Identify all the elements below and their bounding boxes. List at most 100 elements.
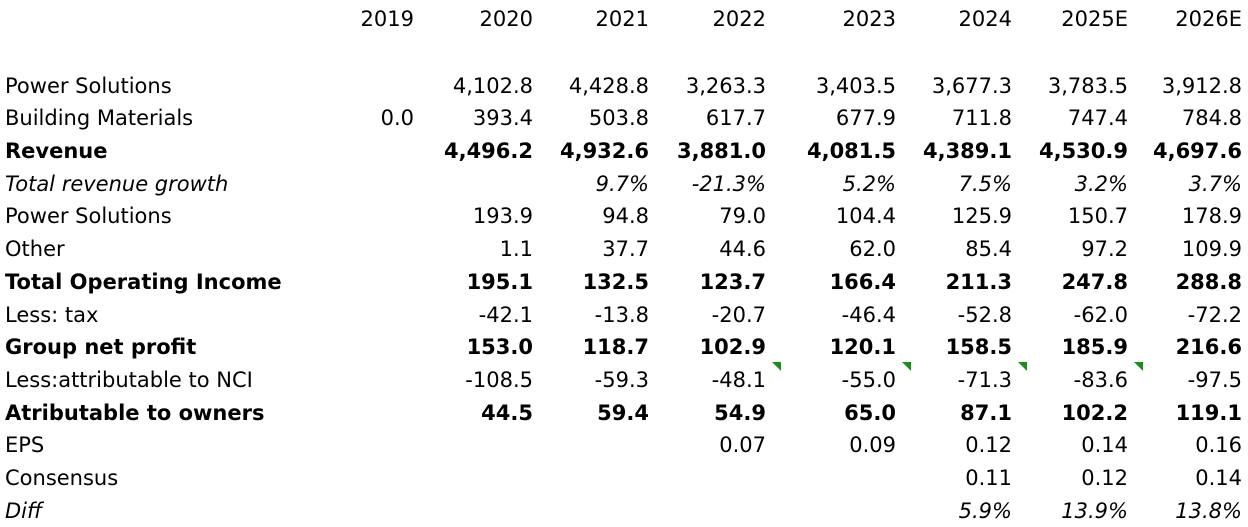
cell-value: 4,428.8 [568, 74, 649, 98]
table-row: Revenue 4,496.2 4,932.6 3,881.0 4,081.5 4,389… [0, 135, 1248, 167]
cell-value: 195.1 [466, 270, 533, 294]
cell-value: 247.8 [1061, 270, 1128, 294]
cell-value: 79.0 [719, 204, 766, 228]
cell-value: 102.2 [1061, 401, 1128, 425]
cell-value: -83.6 [1073, 368, 1128, 392]
cell-value: 1.1 [499, 237, 533, 261]
row-label: Group net profit [5, 335, 197, 359]
cell-value: -55.0 [841, 368, 896, 392]
cell-value: -20.7 [711, 303, 766, 327]
cell-value: 3,677.3 [931, 74, 1012, 98]
table-row: Less:attributable to NCI -108.5 -59.3 -48.1… [0, 364, 1248, 396]
cell-value: -59.3 [594, 368, 649, 392]
cell-value: 132.5 [582, 270, 649, 294]
cell-value: 120.1 [829, 335, 896, 359]
table-row: Building Materials 0.0 393.4 503.8 617.7 677.… [0, 102, 1248, 134]
cell-value: 118.7 [582, 335, 649, 359]
cell-value: 288.8 [1175, 270, 1242, 294]
cell-value: 5.9% [958, 499, 1012, 523]
cell-value: 7.5% [958, 172, 1012, 196]
table-row: EPS 0.07 0.09 0.12 0.14 0.16 [0, 429, 1248, 461]
table-row: Total revenue growth 9.7% -21.3% 5.2% 7.5% 3.… [0, 168, 1248, 200]
row-label: Atributable to owners [5, 401, 265, 425]
cell-value: 13.8% [1175, 499, 1242, 523]
cell-value: 3.7% [1188, 172, 1242, 196]
cell-value: 44.5 [481, 401, 533, 425]
cell-value: 94.8 [602, 204, 649, 228]
cell-value: 123.7 [699, 270, 766, 294]
cell-value: 3,912.8 [1161, 74, 1242, 98]
cell-value: -97.5 [1187, 368, 1242, 392]
row-label: Consensus [5, 466, 119, 490]
cell-value: 4,389.1 [922, 139, 1012, 163]
cell-value: -108.5 [465, 368, 533, 392]
cell-value: -71.3 [957, 368, 1012, 392]
cell-value: 5.2% [842, 172, 896, 196]
year-header-row: 2019 2020 2021 2022 2023 2024 2025E 2026E [0, 3, 1248, 35]
table-row: Diff 5.9% 13.9% 13.8% [0, 495, 1248, 527]
table-row: Less: tax -42.1 -13.8 -20.7 -46.4 -52.8 -62.0 -… [0, 299, 1248, 331]
cell-value: 0.09 [849, 433, 896, 457]
cell-value: 0.12 [1081, 466, 1128, 490]
year-header-2025e: 2025E [1061, 7, 1128, 31]
table-row: Total Operating Income 195.1 132.5 123.7 166… [0, 266, 1248, 298]
cell-value: 0.11 [965, 466, 1012, 490]
cell-value: 747.4 [1067, 106, 1128, 130]
cell-value: 109.9 [1181, 237, 1242, 261]
cell-value: 0.12 [965, 433, 1012, 457]
cell-value: 54.9 [714, 401, 766, 425]
cell-value: 784.8 [1181, 106, 1242, 130]
row-label: Less:attributable to NCI [5, 368, 253, 392]
cell-value: 0.14 [1081, 433, 1128, 457]
cell-value: 87.1 [960, 401, 1012, 425]
cell-value: 3,263.3 [685, 74, 766, 98]
cell-value: 216.6 [1175, 335, 1242, 359]
cell-value: 0.14 [1195, 466, 1242, 490]
table-row: Consensus 0.11 0.12 0.14 [0, 462, 1248, 494]
cell-value: 62.0 [849, 237, 896, 261]
year-header-2021: 2021 [595, 7, 649, 31]
cell-value: 3,403.5 [815, 74, 896, 98]
row-label: Diff [5, 499, 43, 523]
cell-value: 4,697.6 [1152, 139, 1242, 163]
cell-value: 44.6 [719, 237, 766, 261]
cell-value: 4,932.6 [559, 139, 649, 163]
row-label: Total revenue growth [5, 172, 229, 196]
cell-value: 3,783.5 [1047, 74, 1128, 98]
comment-marker-icon [772, 362, 781, 371]
table-row: Power Solutions 4,102.8 4,428.8 3,263.3 3,40… [0, 70, 1248, 102]
cell-value: 119.1 [1175, 401, 1242, 425]
row-label: Revenue [5, 139, 108, 163]
cell-value: 153.0 [466, 335, 533, 359]
row-label: Power Solutions [5, 204, 172, 228]
cell-value: 503.8 [588, 106, 649, 130]
cell-value: 85.4 [965, 237, 1012, 261]
cell-value: 9.7% [595, 172, 649, 196]
year-header-2022: 2022 [712, 7, 766, 31]
row-label: Less: tax [5, 303, 99, 327]
cell-value: 37.7 [602, 237, 649, 261]
row-label: Other [5, 237, 65, 261]
row-label: Building Materials [5, 106, 194, 130]
cell-value: 4,496.2 [443, 139, 533, 163]
cell-value: 0.16 [1195, 433, 1242, 457]
cell-value: 3,881.0 [676, 139, 766, 163]
cell-value: 166.4 [829, 270, 896, 294]
cell-value: 4,530.9 [1038, 139, 1128, 163]
comment-marker-icon [1134, 362, 1143, 371]
cell-value: 0.07 [719, 433, 766, 457]
cell-value: 0.0 [380, 106, 414, 130]
cell-value: -13.8 [594, 303, 649, 327]
cell-value: 158.5 [945, 335, 1012, 359]
cell-value: -46.4 [841, 303, 896, 327]
cell-value: 59.4 [597, 401, 649, 425]
cell-value: 211.3 [945, 270, 1012, 294]
year-header-2024: 2024 [958, 7, 1012, 31]
cell-value: 193.9 [472, 204, 533, 228]
cell-value: -72.2 [1187, 303, 1242, 327]
cell-value: 178.9 [1181, 204, 1242, 228]
cell-value: 4,081.5 [806, 139, 896, 163]
cell-value: 102.9 [699, 335, 766, 359]
cell-value: 711.8 [951, 106, 1012, 130]
